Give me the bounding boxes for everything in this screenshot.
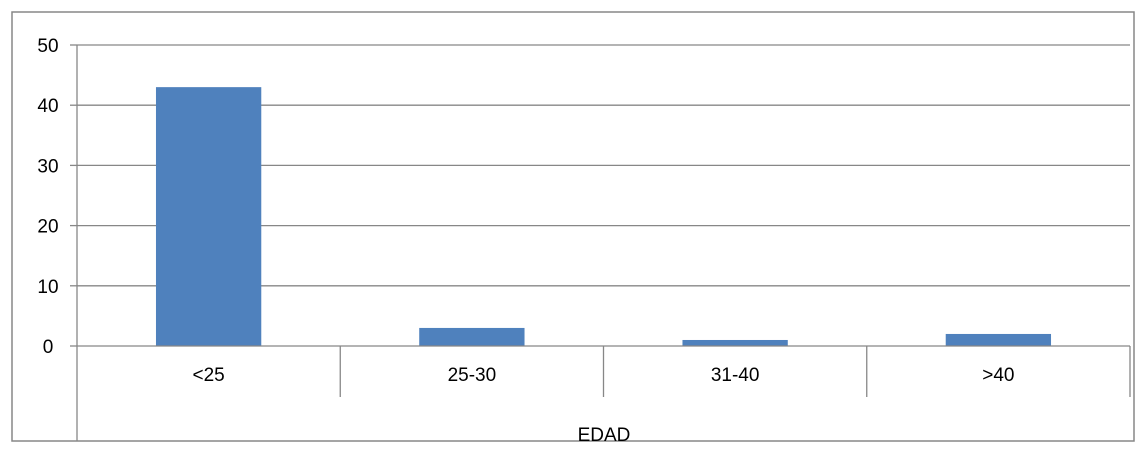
bar <box>682 339 788 346</box>
x-category-label: <25 <box>193 365 225 386</box>
y-tick-labels: 0 10 20 30 40 50 <box>37 36 77 358</box>
y-tick-label: 10 <box>37 277 58 298</box>
y-tick-label: 50 <box>37 36 58 57</box>
y-tick-label: 0 <box>43 337 54 358</box>
y-tick-label: 30 <box>37 156 58 177</box>
x-category-label: 31-40 <box>711 365 760 386</box>
x-category-label: >40 <box>982 365 1014 386</box>
bar <box>155 87 262 346</box>
bars <box>155 87 1052 346</box>
bar <box>419 327 525 346</box>
x-category-labels: <25 25-30 31-40 >40 <box>193 365 1015 386</box>
axes <box>76 45 1131 441</box>
bar <box>945 333 1052 346</box>
y-tick-label: 20 <box>37 217 58 238</box>
y-tick-label: 40 <box>37 96 58 117</box>
x-category-label: 25-30 <box>448 365 497 386</box>
x-axis-title: EDAD <box>578 425 631 446</box>
